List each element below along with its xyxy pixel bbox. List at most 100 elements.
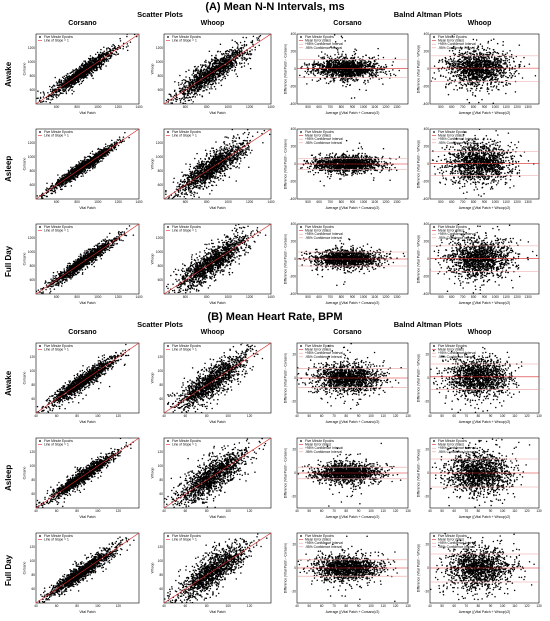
epoch-point [216,59,218,61]
epoch-point [336,56,339,58]
epoch-point [357,56,359,58]
epoch-point [344,61,347,64]
epoch-point [453,57,455,60]
epoch-point [243,52,245,55]
epoch-point [362,66,364,68]
epoch-point [53,84,55,87]
epoch-point [241,59,243,61]
epoch-point [196,83,199,86]
epoch-point [211,67,214,69]
epoch-point [172,99,174,101]
epoch-point [71,86,74,89]
epoch-point [252,43,254,46]
epoch-point [502,59,505,62]
epoch-point [213,85,216,88]
epoch-point [497,83,500,85]
epoch-point [122,42,125,45]
x-tick-label: 700 [328,105,334,109]
epoch-point [312,64,315,67]
epoch-point [215,54,217,57]
data-points [430,34,537,104]
epoch-point [350,65,352,68]
epoch-point [241,44,243,47]
y-tick-label: 1000 [28,60,35,64]
epoch-point [239,41,242,44]
epoch-point [454,48,457,50]
epoch-point [165,110,167,112]
row-label-awake: Awake [4,62,13,87]
epoch-point [480,53,483,56]
epoch-point [482,81,485,84]
epoch-point [91,63,94,65]
epoch-point [176,96,178,99]
epoch-point [364,83,367,85]
epoch-point [226,62,229,65]
epoch-point [497,74,499,76]
epoch-point [481,56,483,58]
epoch-point [348,74,351,77]
epoch-point [505,55,507,58]
epoch-point [212,75,214,77]
epoch-point [188,89,190,91]
epoch-point [208,67,210,70]
epoch-point [229,55,232,58]
legend-marker-points [167,36,169,38]
epoch-point [346,66,349,69]
epoch-point [230,49,232,51]
epoch-point [83,60,85,62]
epoch-point [319,73,322,75]
y-tick-label: 600 [30,88,36,92]
epoch-point [191,96,194,98]
epoch-point [37,90,39,92]
y-tick-label: -200 [290,85,297,89]
epoch-point [221,67,224,70]
epoch-point [211,87,213,90]
epoch-point [472,92,474,94]
epoch-point [354,48,356,50]
epoch-point [108,50,111,53]
epoch-point [377,47,379,50]
epoch-point [373,56,375,58]
epoch-point [361,72,363,75]
epoch-point [47,91,49,94]
epoch-point [345,55,347,57]
epoch-point [231,64,233,66]
epoch-point [92,59,95,61]
epoch-point [329,71,332,73]
epoch-point [67,85,70,87]
epoch-point [93,57,95,59]
epoch-point [49,90,52,93]
epoch-point [328,57,331,60]
epoch-point [222,73,225,75]
epoch-point [456,89,459,91]
epoch-point [72,75,75,77]
epoch-point [240,57,243,59]
epoch-point [464,76,466,79]
epoch-point [183,102,185,104]
epoch-point [487,40,490,43]
epoch-point [91,70,93,72]
epoch-point [371,72,373,74]
epoch-point [179,99,182,102]
epoch-point [337,68,340,71]
epoch-point [363,60,365,62]
epoch-point [174,89,176,92]
epoch-point [133,34,136,36]
epoch-point [486,84,489,86]
epoch-point [227,60,229,62]
epoch-point [211,54,213,57]
epoch-point [127,45,129,47]
epoch-point [185,96,188,99]
epoch-point [359,63,361,66]
epoch-point [181,89,183,92]
epoch-point [211,72,213,75]
epoch-point [57,95,60,97]
epoch-point [364,64,367,67]
epoch-point [476,72,479,74]
epoch-point [366,63,369,66]
epoch-point [58,86,60,88]
epoch-point [369,69,371,71]
epoch-point [251,39,254,42]
epoch-point [200,69,202,71]
epoch-point [42,91,45,93]
